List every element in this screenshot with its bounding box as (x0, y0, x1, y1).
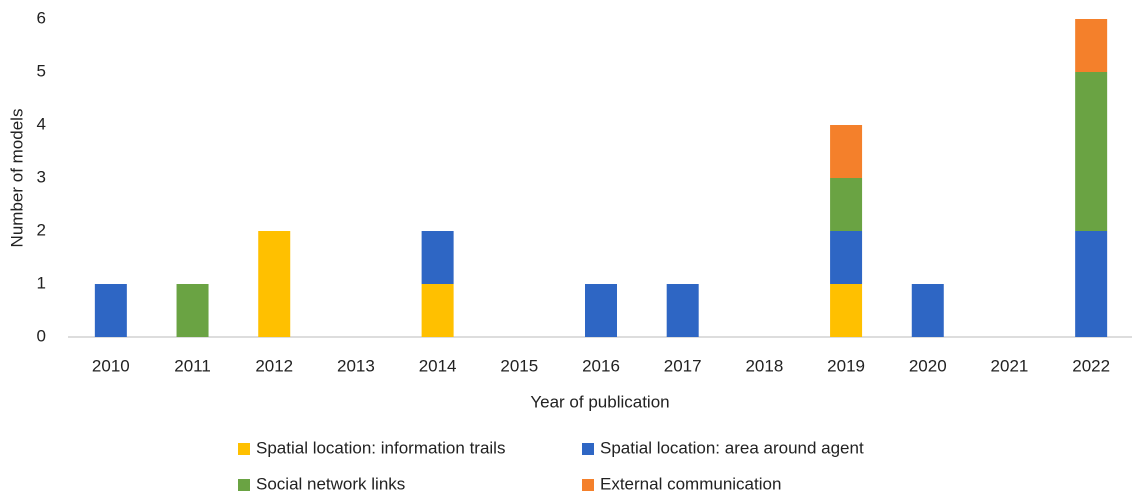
bar-segment (258, 231, 291, 337)
x-tick-label: 2017 (664, 356, 702, 375)
legend-swatch (582, 443, 594, 455)
y-tick-label: 0 (37, 326, 46, 345)
y-tick-label: 3 (37, 167, 46, 186)
bar-segment (911, 284, 944, 337)
x-tick-label: 2014 (419, 356, 457, 375)
legend-label: Spatial location: area around agent (600, 438, 864, 457)
y-tick-label: 5 (37, 61, 46, 80)
x-tick-label: 2012 (255, 356, 293, 375)
bar-segment (585, 284, 617, 337)
bar-segment (176, 284, 209, 337)
bar-segment (830, 125, 863, 178)
y-tick-label: 2 (37, 220, 46, 239)
y-tick-label: 1 (37, 273, 46, 292)
x-tick-label: 2020 (909, 356, 947, 375)
bar-segment (421, 284, 454, 337)
x-tick-label: 2016 (582, 356, 620, 375)
bar-segment (94, 284, 127, 337)
legend-swatch (582, 479, 594, 491)
y-tick-label: 6 (37, 8, 46, 27)
x-tick-label: 2011 (174, 356, 211, 375)
x-tick-label: 2019 (827, 356, 865, 375)
bar-segment (830, 178, 863, 231)
bar-segment (1075, 72, 1108, 231)
x-axis-label: Year of publication (530, 392, 669, 411)
bar-segment (830, 231, 863, 284)
x-tick-label: 2010 (92, 356, 130, 375)
legend-label: Social network links (256, 474, 405, 493)
x-tick-label: 2015 (500, 356, 538, 375)
bar-segment (1075, 19, 1108, 72)
bar-segment (1075, 231, 1108, 337)
legend-label: External communication (600, 474, 781, 493)
bar-segment (666, 284, 699, 337)
bar-segment (421, 231, 454, 284)
x-tick-label: 2018 (745, 356, 783, 375)
bar-segment (830, 284, 863, 337)
y-axis-label: Number of models (7, 109, 26, 248)
legend-swatch (238, 443, 250, 455)
x-tick-label: 2013 (337, 356, 375, 375)
x-tick-label: 2021 (991, 356, 1029, 375)
legend-label: Spatial location: information trails (256, 438, 505, 457)
x-tick-label: 2022 (1072, 356, 1110, 375)
legend-swatch (238, 479, 250, 491)
y-tick-label: 4 (37, 114, 46, 133)
